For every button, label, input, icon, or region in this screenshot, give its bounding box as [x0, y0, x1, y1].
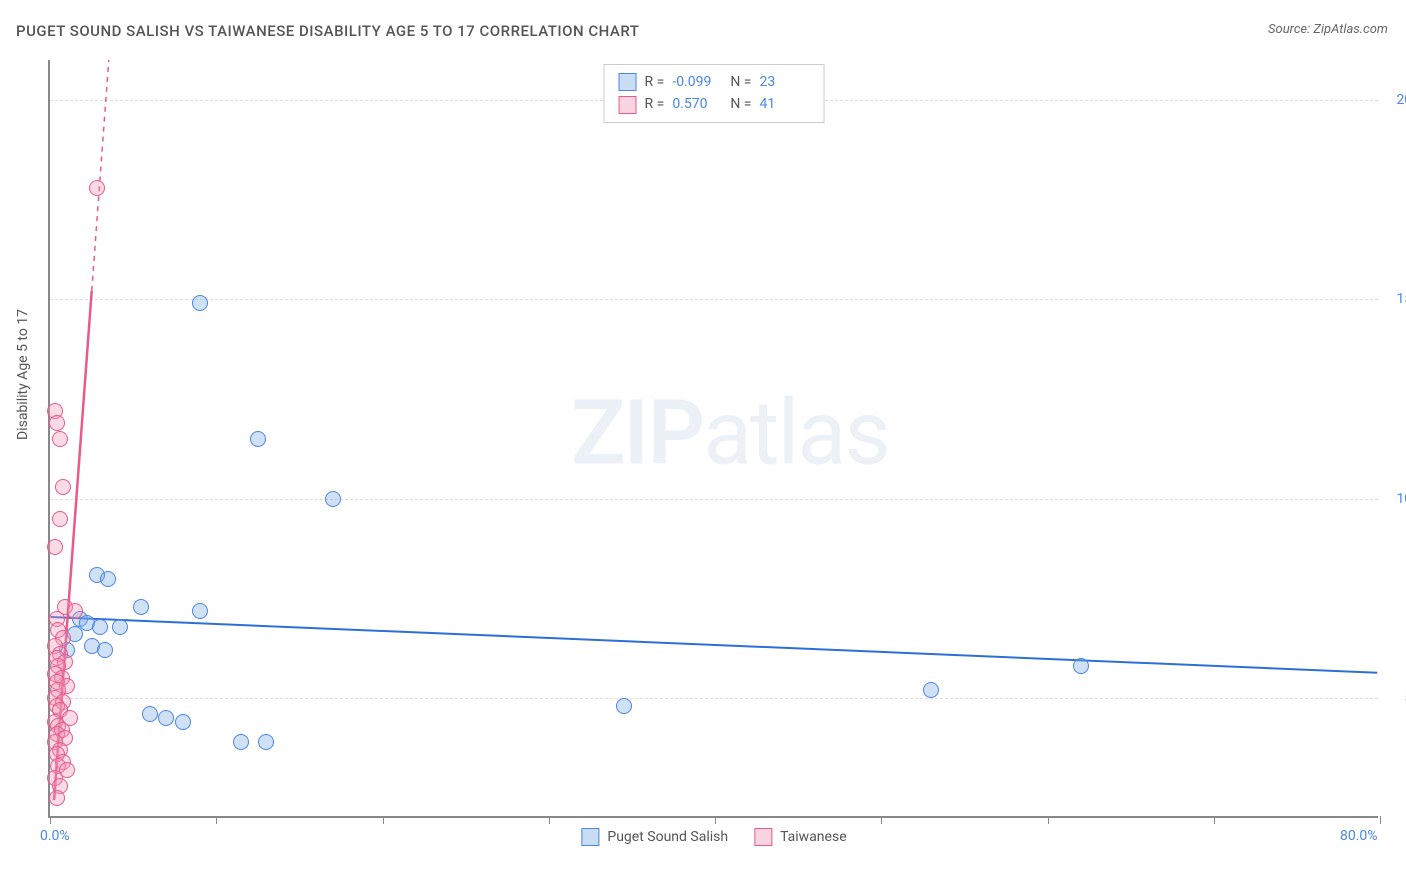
- data-point: [92, 619, 108, 635]
- data-point: [616, 698, 632, 714]
- data-point: [89, 180, 105, 196]
- data-point: [67, 603, 83, 619]
- y-tick-label: 15.0%: [1396, 291, 1406, 307]
- data-point: [112, 619, 128, 635]
- r-label: R =: [645, 93, 665, 115]
- x-tick-label: 80.0%: [1340, 828, 1378, 844]
- watermark-light: atlas: [703, 380, 889, 485]
- swatch-icon: [754, 828, 772, 846]
- swatch-icon: [619, 73, 637, 91]
- stats-legend-box: R = -0.099 N = 23 R = 0.570 N = 41: [604, 64, 825, 123]
- legend-item-1: Puget Sound Salish: [581, 828, 728, 846]
- swatch-icon: [581, 828, 599, 846]
- n-label: N =: [730, 71, 751, 93]
- data-point: [175, 714, 191, 730]
- source-attribution: Source: ZipAtlas.com: [1268, 22, 1388, 37]
- data-point: [192, 295, 208, 311]
- data-point: [47, 539, 63, 555]
- data-point: [100, 571, 116, 587]
- legend-bottom: Puget Sound Salish Taiwanese: [581, 828, 846, 846]
- data-point: [49, 415, 65, 431]
- legend-item-2: Taiwanese: [754, 828, 847, 846]
- data-point: [1073, 658, 1089, 674]
- data-point: [258, 734, 274, 750]
- legend-label-2: Taiwanese: [780, 829, 847, 845]
- stats-row-series2: R = 0.570 N = 41: [619, 93, 810, 115]
- r-value-2: 0.570: [672, 93, 722, 115]
- data-point: [192, 603, 208, 619]
- data-point: [923, 682, 939, 698]
- swatch-icon: [619, 96, 637, 114]
- x-tick-label: 0.0%: [40, 828, 70, 844]
- data-point: [325, 491, 341, 507]
- data-point: [97, 642, 113, 658]
- y-tick-label: 20.0%: [1396, 92, 1406, 108]
- data-point: [250, 431, 266, 447]
- data-point: [52, 511, 68, 527]
- data-point: [55, 479, 71, 495]
- data-point: [233, 734, 249, 750]
- data-point: [52, 431, 68, 447]
- data-point: [158, 710, 174, 726]
- r-value-1: -0.099: [672, 71, 722, 93]
- chart-title: PUGET SOUND SALISH VS TAIWANESE DISABILI…: [16, 22, 639, 40]
- r-label: R =: [645, 71, 665, 93]
- plot-area: ZIPatlas R = -0.099 N = 23 R = 0.570 N =…: [48, 60, 1378, 818]
- watermark: ZIPatlas: [571, 380, 889, 485]
- watermark-bold: ZIP: [571, 380, 703, 485]
- n-value-2: 41: [759, 93, 809, 115]
- n-label: N =: [730, 93, 751, 115]
- data-point: [133, 599, 149, 615]
- n-value-1: 23: [759, 71, 809, 93]
- data-point: [49, 790, 65, 806]
- y-axis-label: Disability Age 5 to 17: [15, 309, 31, 440]
- stats-row-series1: R = -0.099 N = 23: [619, 71, 810, 93]
- legend-label-1: Puget Sound Salish: [607, 829, 728, 845]
- data-point: [142, 706, 158, 722]
- y-tick-label: 10.0%: [1396, 491, 1406, 507]
